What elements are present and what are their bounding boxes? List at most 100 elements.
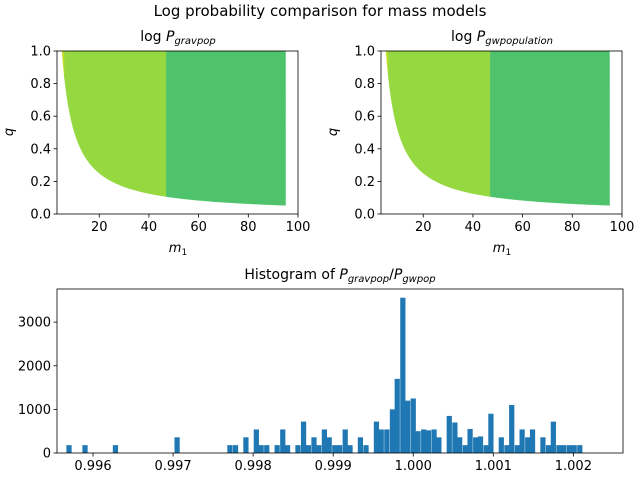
histogram-bar: [174, 437, 180, 453]
histogram-bar: [264, 445, 270, 453]
histogram-bar: [321, 429, 327, 453]
histogram-xtick-label: 0.998: [235, 459, 272, 474]
heatmap-gwpopulation-ytick-label: 1.0: [354, 45, 375, 60]
histogram-bar: [545, 445, 552, 453]
histogram-bar: [421, 429, 427, 453]
histogram-bar: [467, 429, 473, 453]
histogram-bar: [514, 445, 520, 453]
histogram-bar: [566, 445, 572, 453]
heatmap-gravpop-ytick-label: 0.0: [30, 208, 51, 223]
heatmap-xlabel-gwpopulation: m1: [493, 241, 511, 258]
histogram-bar: [300, 421, 307, 453]
histogram-bar: [529, 429, 536, 453]
histogram-bar: [311, 437, 317, 453]
heatmap-gwpopulation-xtick-label: 80: [564, 220, 581, 235]
histogram-bar: [431, 429, 437, 453]
histogram-axes: 0.996 0.997 0.998 0.999 1.000 1.001 1.002 0 1000…: [18, 288, 624, 474]
heatmap-gravpop-band-2: [166, 50, 286, 206]
histogram-bar: [525, 437, 531, 453]
histogram-bar: [336, 445, 343, 453]
histogram-bar: [342, 429, 348, 453]
histogram-bar: [305, 445, 311, 453]
histogram-title: Histogram of Pgravpop/Pgwpop: [244, 267, 435, 285]
heatmap-gwpopulation-frame: [380, 50, 623, 215]
heatmap-gwpopulation-ytick-label: 0.8: [354, 77, 375, 92]
histogram-bar: [347, 445, 353, 453]
histogram-bar: [243, 437, 249, 453]
histogram-xtick-label: 0.997: [154, 459, 191, 474]
histogram-bar: [258, 445, 264, 453]
histogram-bar: [378, 429, 384, 453]
histogram-bar: [415, 431, 421, 453]
heatmap-gwpopulation-band-2: [490, 50, 610, 206]
histogram-bar: [457, 437, 463, 453]
histogram-bar: [357, 437, 364, 453]
histogram-bar: [227, 445, 233, 453]
histogram-bar: [540, 437, 546, 453]
histogram-plot-area: [66, 297, 583, 453]
histogram-bar: [550, 421, 556, 453]
histogram-bar: [373, 421, 380, 453]
histogram-bar: [280, 429, 286, 453]
heatmap-gwpopulation-xtick-label: 60: [514, 220, 531, 235]
histogram-bar: [509, 405, 515, 453]
histogram-xtick-label: 1.001: [475, 459, 512, 474]
histogram-bar: [462, 445, 468, 453]
histogram-bar: [498, 437, 504, 453]
heatmap-gwpopulation-ytick-label: 0.0: [354, 208, 375, 223]
histogram-ytick-label: 3000: [18, 316, 51, 331]
histogram-ytick-label: 1000: [18, 403, 51, 418]
histogram-bar: [274, 445, 280, 453]
heatmap-ylabel-gwpopulation: q: [326, 128, 341, 136]
heatmap-gwpopulation-band-0: [385, 50, 389, 79]
histogram-bar: [405, 400, 411, 453]
heatmap-gravpop-xtick-label: 60: [190, 220, 207, 235]
heatmap-gravpop-xtick-label: 80: [240, 220, 257, 235]
heatmap-panel-gwpopulation: log Pgwpopulation 20 40 60 80 100 0.0 0.2 0.4 0.…: [326, 29, 634, 258]
heatmap-ylabel-gravpop: q: [2, 128, 17, 136]
histogram-bar: [295, 445, 301, 453]
histogram-bar: [400, 297, 406, 453]
histogram-panel: Histogram of Pgravpop/Pgwpop 0.996 0.997 0…: [18, 267, 624, 474]
heatmap-gwpopulation-ytick-label: 0.2: [354, 175, 375, 190]
heatmap-gravpop-ytick-label: 1.0: [30, 45, 51, 60]
histogram-bar: [436, 437, 442, 453]
histogram-bar: [384, 429, 390, 453]
figure-title: Log probability comparison for mass mode…: [154, 2, 487, 20]
heatmap-gravpop-ytick-label: 0.4: [30, 142, 51, 157]
heatmap-gwpopulation-band-1: [388, 50, 491, 197]
heatmap-plot-area-gravpop: [61, 50, 286, 206]
histogram-bar: [284, 445, 291, 453]
histogram-bar: [577, 445, 583, 453]
histogram-bar: [66, 445, 72, 453]
heatmap-gwpopulation-ytick-label: 0.4: [354, 142, 375, 157]
heatmap-gravpop-xtick-label: 40: [141, 220, 158, 235]
histogram-xtick-label: 1.002: [555, 459, 592, 474]
heatmap-gravpop-band-0: [61, 50, 65, 79]
histogram-bar: [483, 445, 489, 453]
histogram-frame: [56, 288, 624, 454]
histogram-bar: [561, 445, 567, 453]
histogram-bar: [477, 436, 484, 453]
histogram-ytick-label: 2000: [18, 359, 51, 374]
heatmap-gravpop-ytick-label: 0.6: [30, 110, 51, 125]
heatmap-gwpopulation-xtick-label: 20: [415, 220, 432, 235]
heatmap-xlabel-gravpop: m1: [169, 241, 187, 258]
histogram-bar: [556, 445, 562, 453]
histogram-bar: [488, 413, 494, 453]
histogram-xtick-label: 0.996: [74, 459, 111, 474]
heatmap-gwpopulation-xtick-label: 40: [465, 220, 482, 235]
heatmap-plot-area-gwpopulation: [385, 50, 610, 206]
heatmap-gravpop-ytick-label: 0.2: [30, 175, 51, 190]
heatmap-gravpop-frame: [56, 50, 299, 215]
heatmap-panel-gravpop: log Pgravpop 20 40 60 80 100 0.0 0.2 0.4 0.6 0.8 1…: [2, 29, 310, 258]
histogram-ytick-label: 0: [43, 447, 51, 462]
histogram-bar: [504, 445, 510, 453]
histogram-bar: [253, 429, 259, 453]
heatmap-gwpopulation-ytick-label: 0.6: [354, 110, 375, 125]
histogram-xtick-label: 0.999: [315, 459, 352, 474]
histogram-bar: [112, 445, 119, 453]
histogram-bar: [571, 445, 577, 453]
heatmap-gravpop-ytick-label: 0.8: [30, 77, 51, 92]
